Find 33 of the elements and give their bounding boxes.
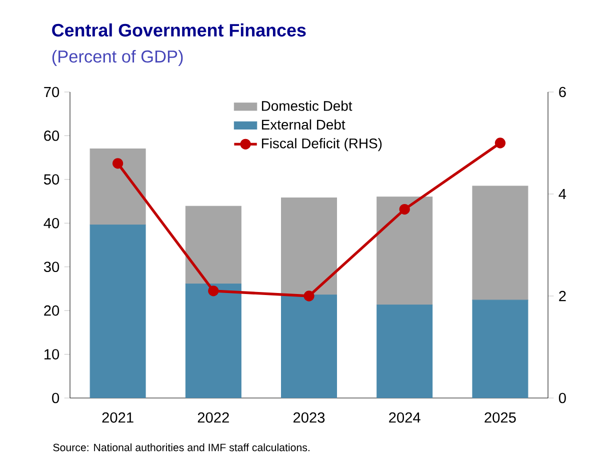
y-tick-label: 0: [52, 392, 60, 404]
y2-tick-label: 2: [559, 290, 566, 302]
x-tick-label: 2023: [293, 412, 325, 423]
x-tick-label: 2022: [198, 412, 229, 423]
y-tick-label: 30: [44, 262, 60, 272]
y-tick-label: 70: [44, 86, 60, 98]
bar: [472, 186, 528, 300]
y2-tick-label: 6: [559, 86, 566, 98]
source-note: Source: National authorities and IMF staff calculations.: [53, 443, 310, 452]
point: [494, 138, 506, 148]
legend-label: Domestic Debt: [262, 100, 352, 111]
x-tick-label: 2025: [484, 412, 516, 423]
legend-label: External Debt: [262, 119, 346, 130]
y-tick-label: 10: [44, 349, 60, 360]
bar: [376, 196, 433, 306]
point: [399, 204, 410, 215]
y2-tick-label: 4: [558, 188, 566, 200]
bar: [281, 198, 337, 296]
x-tick-label: 2024: [389, 412, 420, 423]
point: [208, 286, 219, 296]
bar: [90, 148, 146, 226]
x-tick-label: 2021: [102, 412, 134, 423]
y-tick-label: 60: [44, 130, 60, 141]
legend-label: Fiscal Deficit (RHS): [262, 138, 382, 152]
chart-subtitle: (Percent of GDP): [52, 50, 183, 66]
y-tick-label: 40: [44, 218, 60, 228]
y-tick-label: 20: [44, 305, 60, 316]
point: [112, 158, 124, 169]
bar: [185, 206, 242, 284]
y-tick-label: 50: [44, 174, 60, 185]
chart-title: Central Government Finances: [52, 23, 306, 37]
point: [304, 290, 314, 302]
y2-tick-label: 0: [558, 392, 566, 404]
